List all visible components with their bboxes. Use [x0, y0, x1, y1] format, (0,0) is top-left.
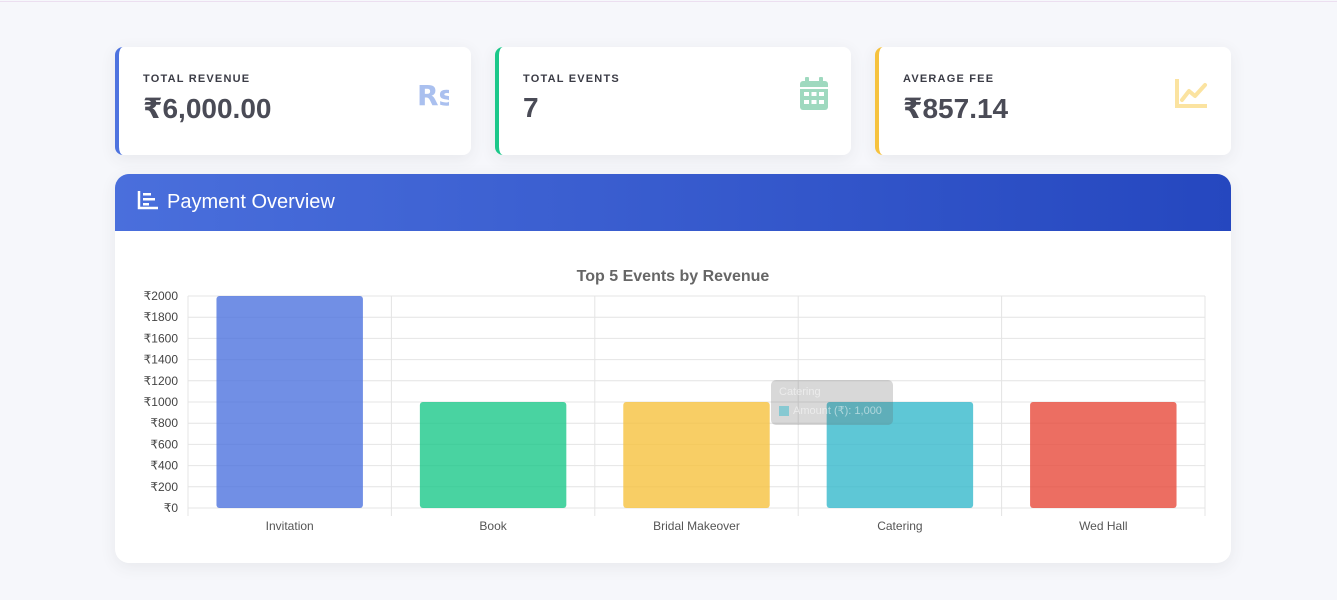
y-tick-label: ₹2000 — [144, 289, 179, 303]
x-tick-label: Catering — [877, 519, 922, 533]
x-tick-label: Book — [479, 519, 507, 533]
y-tick-label: ₹1800 — [144, 310, 179, 324]
total-revenue-card: TOTAL REVENUE ₹6,000.00 Rs — [115, 47, 471, 155]
chart-line-icon — [1175, 77, 1209, 114]
chart-title: Top 5 Events by Revenue — [577, 268, 770, 285]
y-tick-label: ₹200 — [150, 480, 178, 494]
bar-bridal-makeover — [623, 402, 770, 508]
bar-wed-hall — [1030, 402, 1177, 508]
payment-overview-panel: Payment Overview Top 5 Events by Revenue… — [115, 174, 1231, 563]
bar-catering — [826, 402, 974, 508]
y-tick-label: ₹1000 — [144, 395, 179, 409]
bar-invitation — [216, 296, 363, 508]
chart-bars — [216, 296, 1177, 508]
y-tick-label: ₹1200 — [144, 374, 179, 388]
y-tick-label: ₹800 — [150, 416, 178, 430]
chart-x-ticks: Invitation Book Bridal Makeover Catering Wed… — [266, 519, 1128, 533]
chart-y-ticks: ₹0 ₹200 ₹400 ₹600 ₹800 ₹1000 ₹1200 ₹1400 ₹1600 ₹1… — [144, 289, 179, 515]
y-tick-label: ₹600 — [150, 437, 178, 451]
payment-overview-title: Payment Overview — [167, 191, 335, 213]
y-tick-label: ₹0 — [164, 501, 179, 515]
average-fee-card: AVERAGE FEE ₹857.14 — [875, 47, 1231, 155]
tooltip-title: Catering — [779, 386, 821, 398]
chart-bar-icon — [137, 190, 159, 215]
total-events-card: TOTAL EVENTS 7 — [495, 47, 851, 155]
tooltip-label: Amount (₹): 1,000 — [793, 405, 882, 417]
rupee-icon-glyph: Rs — [417, 79, 449, 111]
average-fee-value: ₹857.14 — [903, 93, 1009, 124]
average-fee-label: AVERAGE FEE — [903, 73, 995, 85]
x-tick-label: Invitation — [266, 519, 314, 533]
tooltip-swatch — [779, 405, 789, 416]
payment-overview-header: Payment Overview — [115, 174, 1231, 231]
calendar-icon — [799, 77, 829, 116]
total-revenue-value: ₹6,000.00 — [143, 93, 272, 124]
x-tick-label: Wed Hall — [1079, 519, 1127, 533]
y-tick-label: ₹400 — [150, 459, 178, 473]
rupee-icon: Rs — [417, 77, 455, 116]
y-tick-label: ₹1600 — [144, 331, 179, 345]
revenue-bar-chart: Top 5 Events by Revenue ₹0 ₹200 ₹400 ₹600 ₹8… — [144, 268, 1206, 533]
total-events-value: 7 — [523, 92, 539, 123]
total-events-label: TOTAL EVENTS — [523, 73, 620, 85]
top-strip — [0, 0, 1337, 2]
total-revenue-label: TOTAL REVENUE — [143, 73, 251, 85]
x-tick-label: Bridal Makeover — [653, 519, 740, 533]
y-tick-label: ₹1400 — [144, 353, 179, 367]
chart-tooltip: Catering Amount (₹): 1,000 — [771, 380, 893, 425]
bar-book — [419, 402, 567, 508]
